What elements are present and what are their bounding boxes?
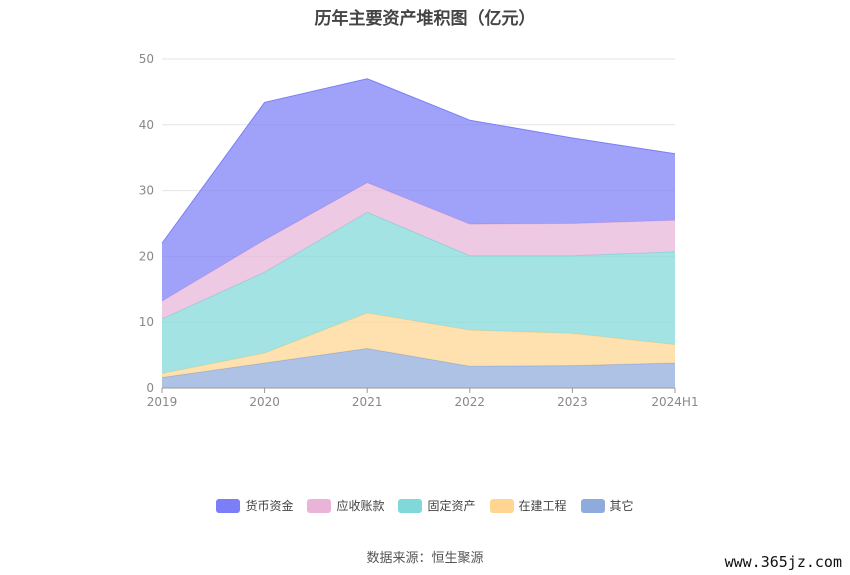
x-tick-label: 2024H1 (651, 395, 698, 409)
x-tick-label: 2022 (455, 395, 486, 409)
legend-label: 其它 (609, 499, 634, 513)
y-tick-label: 50 (139, 52, 154, 66)
legend-item[interactable]: 固定资产 (398, 497, 476, 514)
area-series (162, 312, 675, 378)
y-tick-label: 10 (139, 315, 154, 329)
y-tick-label: 0 (146, 381, 154, 395)
legend: 货币资金 应收账款 固定资产 在建工程 其它 (0, 497, 850, 514)
legend-swatch (398, 498, 423, 513)
area-series (162, 182, 675, 319)
y-tick-label: 20 (139, 249, 154, 263)
legend-label: 应收账款 (336, 499, 385, 513)
series-line (161, 78, 676, 244)
y-tick-label: 30 (139, 184, 154, 198)
area-series (162, 348, 675, 388)
legend-item[interactable]: 在建工程 (489, 497, 567, 514)
legend-label: 固定资产 (427, 499, 476, 513)
legend-swatch (216, 498, 241, 513)
area-series (162, 78, 675, 302)
area-series (162, 212, 675, 374)
legend-item[interactable]: 货币资金 (216, 497, 293, 514)
watermark: www.365jz.com (724, 553, 842, 571)
legend-label: 在建工程 (518, 499, 567, 513)
chart-title: 历年主要资产堆积图（亿元） (314, 9, 536, 29)
y-tick-label: 40 (139, 118, 154, 132)
x-tick-label: 2020 (249, 395, 280, 409)
x-tick-label: 2021 (352, 395, 383, 409)
legend-item[interactable]: 应收账款 (307, 497, 384, 514)
x-tick-label: 2019 (147, 395, 178, 409)
legend-swatch (580, 498, 605, 513)
legend-item[interactable]: 其它 (580, 497, 634, 514)
legend-swatch (307, 498, 332, 513)
legend-swatch (489, 498, 514, 513)
x-tick-label: 2023 (557, 395, 588, 409)
data-source: 数据来源：恒生聚源 (366, 551, 484, 566)
legend-label: 货币资金 (245, 499, 294, 513)
